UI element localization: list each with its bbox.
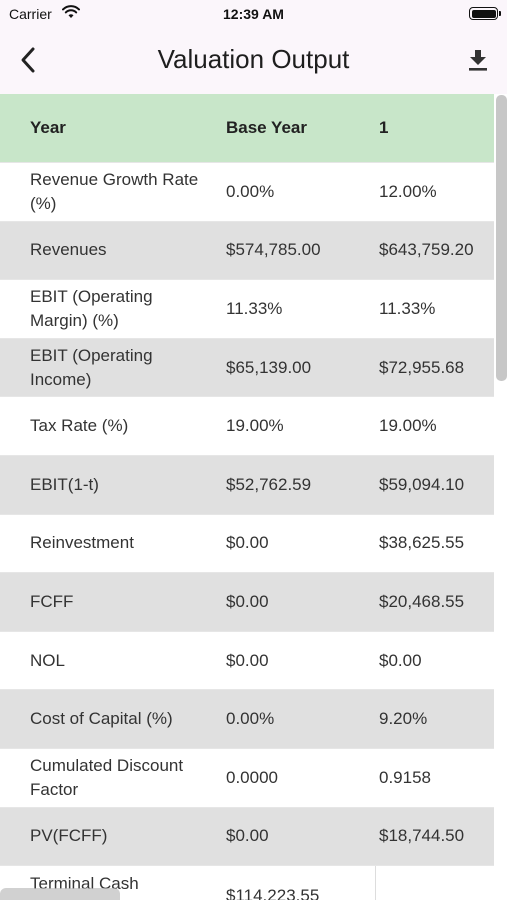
row-label: EBIT(1-t) (30, 474, 99, 494)
year-1-value: $20,468.55 (379, 591, 465, 611)
row-label: PV(FCFF) (30, 826, 108, 846)
table-row: EBIT (Operating Margin) (%) 11.33% 11.33… (0, 280, 494, 339)
page-title: Valuation Output (157, 44, 350, 74)
row-label: Revenue Growth Rate (%) (30, 169, 199, 213)
base-year-value: 0.00% (226, 709, 275, 729)
row-label: EBIT (Operating Income) (30, 345, 153, 389)
base-year-value: 0.0000 (226, 767, 278, 787)
row-label: Tax Rate (%) (30, 416, 129, 436)
year-1-value: $18,744.50 (379, 826, 465, 846)
base-year-value: 11.33% (226, 298, 283, 318)
row-label: EBIT (Operating Margin) (%) (30, 286, 153, 330)
base-year-value: $0.00 (226, 826, 269, 846)
year-1-value: $72,955.68 (379, 357, 465, 377)
status-bar: Carrier 12:39 AM (0, 0, 507, 30)
base-year-value: $0.00 (226, 650, 269, 670)
table-row: EBIT(1-t) $52,762.59 $59,094.10 (0, 455, 494, 515)
back-button[interactable] (12, 44, 44, 76)
app-bar: Valuation Output (0, 30, 507, 94)
row-label: Cumulated Discount Factor (30, 755, 184, 799)
base-year-value: $574,785.00 (226, 240, 321, 260)
year-1-value: $59,094.10 (379, 474, 465, 494)
battery-icon (469, 7, 501, 20)
row-label: Reinvestment (30, 533, 134, 553)
download-button[interactable] (463, 44, 493, 76)
horizontal-scroll-indicator[interactable] (0, 888, 120, 900)
year-1-value: 11.33% (379, 298, 436, 318)
year-1-value: $38,625.55 (379, 533, 465, 553)
table-row: Revenue Growth Rate (%) 0.00% 12.00% (0, 163, 494, 222)
year-1-value: 0.9158 (379, 767, 431, 787)
table-row: EBIT (Operating Income) $65,139.00 $72,9… (0, 338, 494, 398)
base-year-value: $0.00 (226, 533, 269, 553)
row-label: NOL (30, 650, 65, 670)
table-row: Tax Rate (%) 19.00% 19.00% (0, 397, 494, 456)
base-year-value: $52,762.59 (226, 474, 312, 494)
vertical-scrollbar[interactable] (496, 95, 507, 381)
year-1-value: $0.00 (379, 650, 422, 670)
base-year-value: 0.00% (226, 181, 275, 201)
table-row: Reinvestment $0.00 $38,625.55 (0, 515, 494, 574)
table-header-row: Year Base Year 1 (0, 94, 494, 163)
year-1-value: 19.00% (379, 416, 437, 436)
year-1-value: 9.20% (379, 709, 428, 729)
carrier-label: Carrier (9, 6, 52, 22)
base-year-value: $0.00 (226, 591, 269, 611)
year-1-value: $643,759.20 (379, 240, 474, 260)
base-year-value: $65,139.00 (226, 357, 312, 377)
header-base-year: Base Year (226, 118, 307, 137)
header-year-1: 1 (379, 118, 389, 137)
year-1-value: 12.00% (379, 181, 437, 201)
table-row: PV(FCFF) $0.00 $18,744.50 (0, 807, 494, 867)
chevron-left-icon (21, 47, 35, 73)
wifi-icon (62, 5, 80, 18)
table-row: FCFF $0.00 $20,468.55 (0, 573, 494, 632)
row-label: Cost of Capital (%) (30, 709, 173, 729)
base-year-value: $114,223.55 (226, 886, 320, 900)
table-row: Revenues $574,785.00 $643,759.20 (0, 221, 494, 281)
base-year-value: 19.00% (226, 416, 284, 436)
table-row: Cumulated Discount Factor 0.0000 0.9158 (0, 749, 494, 808)
table-row: Cost of Capital (%) 0.00% 9.20% (0, 690, 494, 749)
table-row: NOL $0.00 $0.00 (0, 632, 494, 691)
row-label: Revenues (30, 240, 107, 260)
valuation-table: Year Base Year 1 Revenue Growth Rate (%)… (0, 94, 507, 900)
clock: 12:39 AM (223, 6, 284, 22)
row-label: FCFF (30, 591, 74, 611)
download-icon (469, 50, 487, 71)
header-year: Year (30, 118, 66, 137)
